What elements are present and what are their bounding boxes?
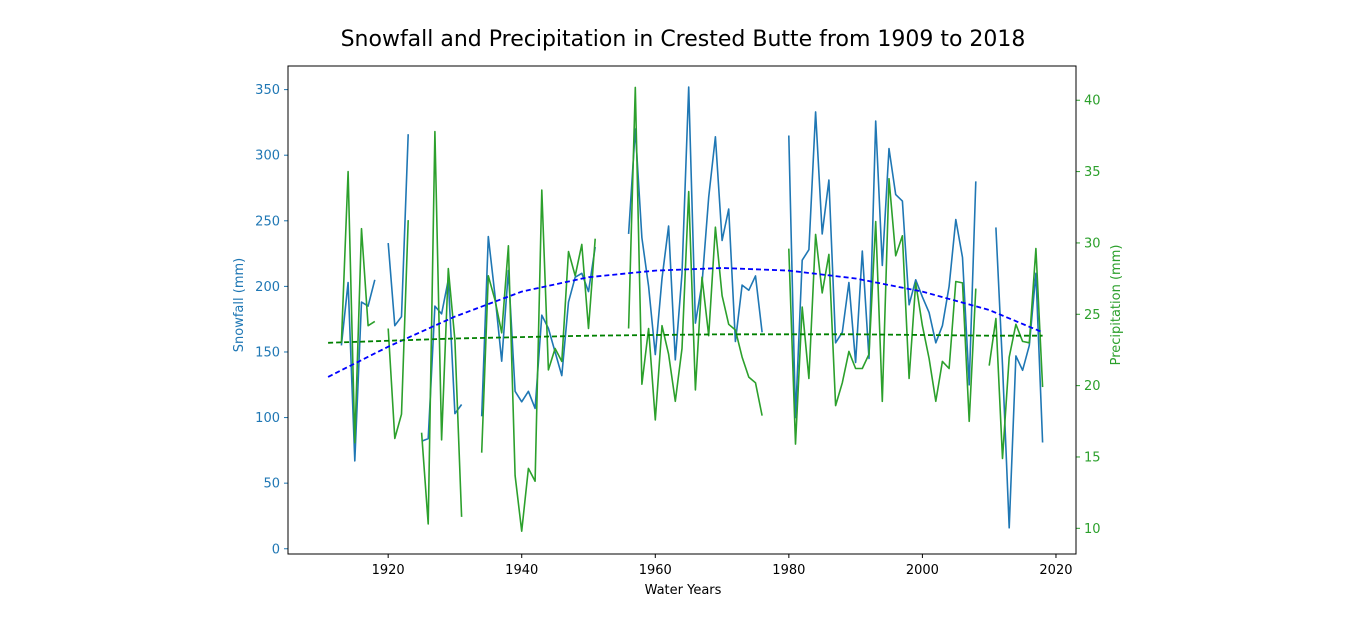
y-left-tick-label: 350 xyxy=(255,83,280,98)
y-right-tick-label: 40 xyxy=(1084,94,1101,109)
y-left-tick-label: 100 xyxy=(255,411,280,426)
y-right-tick-label: 10 xyxy=(1084,522,1101,537)
plot-area xyxy=(327,86,1044,532)
x-tick-label: 2020 xyxy=(1039,563,1072,578)
y-right-tick-label: 20 xyxy=(1084,379,1101,394)
y-right-tick-label: 30 xyxy=(1084,236,1101,251)
y-axis-left: 0 50 100 150 200 250 300 350 xyxy=(255,83,288,557)
y-left-tick-label: 0 xyxy=(272,542,280,557)
y-axis-right-label: Precipitation (mm) xyxy=(1109,245,1124,366)
y-axis-left-label: Snowfall (mm) xyxy=(232,258,247,352)
precipitation-trend-line xyxy=(328,333,1043,344)
snowfall-trend-line xyxy=(327,267,1043,378)
x-tick-label: 2000 xyxy=(906,563,939,578)
y-left-tick-label: 200 xyxy=(255,280,280,295)
y-left-tick-label: 150 xyxy=(255,345,280,360)
x-tick-label: 1960 xyxy=(639,563,672,578)
chart-title: Snowfall and Precipitation in Crested Bu… xyxy=(341,27,1026,52)
x-tick-label: 1980 xyxy=(772,563,805,578)
x-axis-label: Water Years xyxy=(645,583,722,598)
x-tick-label: 1940 xyxy=(505,563,538,578)
y-right-tick-label: 35 xyxy=(1084,165,1101,180)
plot-frame xyxy=(287,65,1077,555)
y-left-tick-label: 300 xyxy=(255,149,280,164)
y-axis-right: 10 15 20 25 30 35 40 xyxy=(1076,94,1101,537)
y-right-tick-label: 25 xyxy=(1084,308,1101,323)
x-axis: 1920 1940 1960 1980 2000 2020 xyxy=(372,554,1073,578)
y-right-tick-label: 15 xyxy=(1084,450,1101,465)
precipitation-line xyxy=(340,86,1044,532)
y-left-tick-label: 50 xyxy=(263,477,280,492)
x-tick-label: 1920 xyxy=(372,563,405,578)
y-left-tick-label: 250 xyxy=(255,214,280,229)
